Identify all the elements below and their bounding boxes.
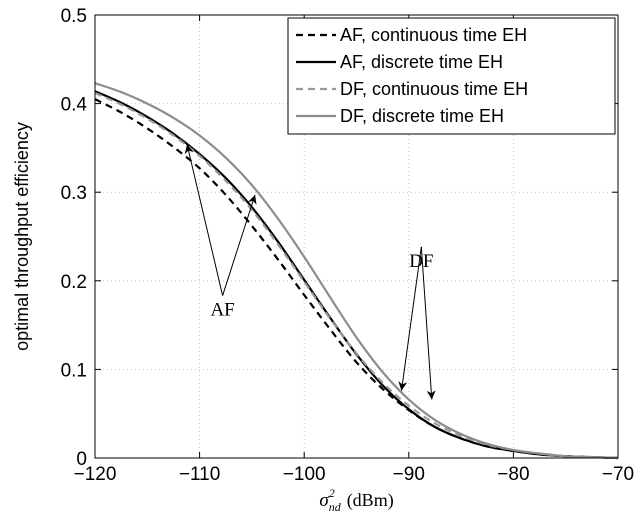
annotation-arrow (222, 194, 257, 296)
annotation-layer: AF DF (184, 144, 436, 400)
series-line-af-discrete-time-eh (94, 90, 619, 460)
tick-layer: −120 −110 −100 −90 −80 −70 0 0.1 0.2 0.3 0.4 0.5 (61, 6, 635, 485)
legend-label-df-continuous-time-eh: DF, continuous time EH (340, 79, 528, 99)
x-tick-label: −70 (602, 464, 634, 485)
y-tick-label: 0.2 (61, 272, 87, 293)
x-tick-label: −110 (179, 464, 220, 485)
annotation-arrow (398, 246, 422, 391)
annotation-label-af: AF (210, 300, 234, 321)
x-tick-label: −80 (497, 464, 529, 485)
y-tick-label: 0.5 (61, 6, 87, 27)
legend-box (287, 17, 616, 135)
annotation-arrow (184, 144, 224, 296)
annotation-label-df: DF (409, 251, 433, 272)
x-axis-label: σ2 nd (dBm) (319, 486, 393, 514)
annotation-arrow (420, 246, 436, 400)
x-axis-label-subscript: nd (329, 500, 342, 514)
x-axis-label-superscript: 2 (329, 486, 335, 500)
x-axis-label-unit: (dBm) (347, 490, 394, 511)
y-tick-label: 0.4 (61, 95, 88, 116)
legend-label-af-discrete-time-eh: AF, discrete time EH (340, 52, 503, 72)
y-tick-label: 0.3 (61, 183, 87, 204)
plot-frame (94, 14, 619, 459)
series-line-df-discrete-time-eh (94, 82, 619, 460)
x-tick-label: −120 (74, 464, 117, 485)
series-layer (94, 82, 619, 460)
y-tick-label: 0 (76, 449, 87, 470)
series-line-df-continuous-time-eh (94, 91, 619, 460)
y-tick-label: 0.1 (61, 360, 87, 381)
x-axis-label-symbol: σ (319, 490, 329, 511)
legend: AF, continuous time EH AF, discrete time … (287, 17, 616, 135)
legend-label-af-continuous-time-eh: AF, continuous time EH (340, 25, 527, 45)
legend-label-df-discrete-time-eh: DF, discrete time EH (340, 106, 504, 126)
x-tick-label: −90 (393, 464, 425, 485)
x-tick-label: −100 (283, 464, 326, 485)
y-axis-label: optimal throughput efficiency (12, 122, 32, 351)
series-line-af-continuous-time-eh (94, 98, 619, 460)
